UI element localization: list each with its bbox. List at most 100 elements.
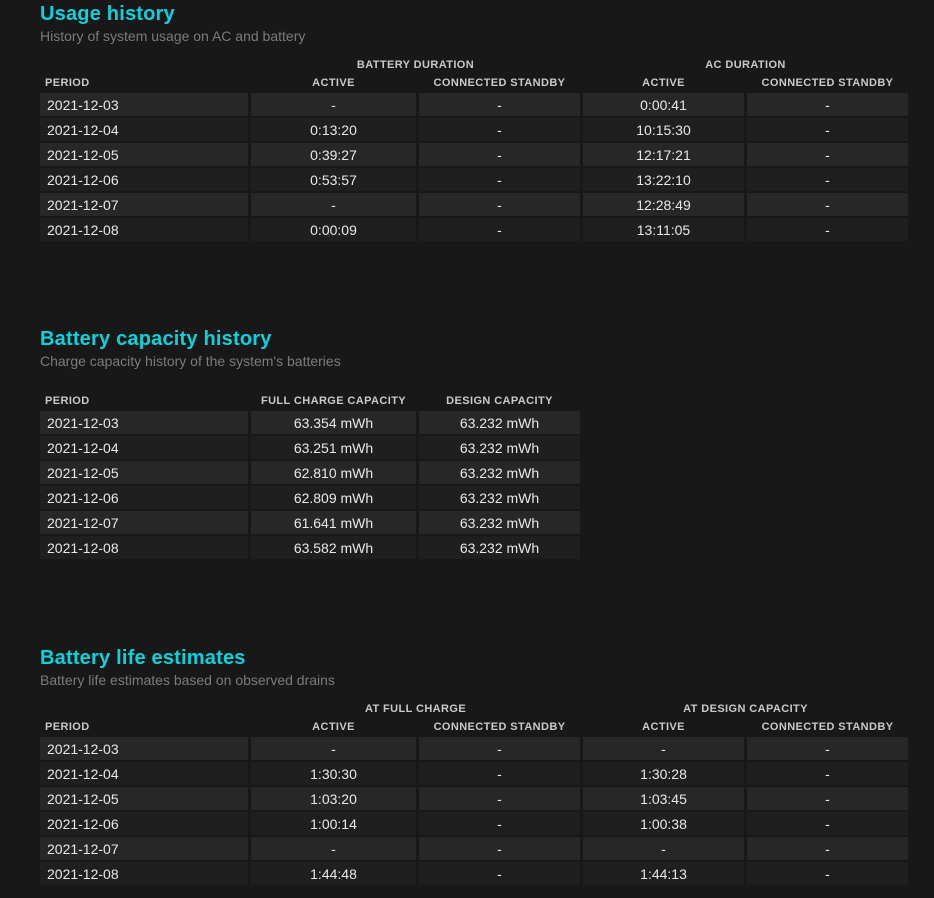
value-cell: - (251, 737, 416, 760)
value-cell: - (583, 837, 745, 860)
period-cell: 2021-12-05 (40, 461, 248, 484)
value-cell: - (419, 93, 580, 116)
period-cell: 2021-12-06 (40, 486, 248, 509)
battery-life-estimates-table-body: 2021-12-03- - - -2021-12-04 1:30:30-1:30:28-… (40, 737, 909, 885)
value-cell: - (747, 168, 908, 191)
table-row: 2021-12-06 0:53:57-13:22:10- (40, 168, 908, 191)
value-cell: - (419, 737, 581, 760)
column-header: CONNECTED STANDBY (433, 77, 566, 89)
value-cell: - (747, 762, 909, 785)
value-cell: - (747, 118, 908, 141)
table-row: 2021-12-08 1:44:48-1:44:13- (40, 862, 909, 885)
value-cell: 63.251 mWh (251, 436, 416, 459)
value-cell: 0:00:09 (251, 218, 416, 241)
table-row: 2021-12-08 0:00:09-13:11:05- (40, 218, 908, 241)
column-header: ACTIVE (642, 77, 685, 89)
table-row: 2021-12-04 63.251 mWh 63.232 mWh (40, 436, 580, 459)
value-cell: 1:44:48 (251, 862, 416, 885)
value-cell: 63.232 mWh (419, 536, 580, 559)
value-cell: - (419, 168, 580, 191)
value-cell: - (419, 118, 580, 141)
value-cell: - (747, 143, 908, 166)
table-row: 2021-12-03- -0:00:41- (40, 93, 908, 116)
battery-life-estimates-subtitle: Battery life estimates based on observed… (40, 672, 335, 688)
battery-capacity-history-table: PERIOD FULL CHARGE CAPACITY DESIGN CAPACIT… (37, 389, 583, 561)
column-header: CONNECTED STANDBY (761, 77, 894, 89)
table-row: 2021-12-05 0:39:27-12:17:21- (40, 143, 908, 166)
value-cell: 0:00:41 (583, 93, 744, 116)
column-header: ACTIVE (642, 721, 685, 733)
value-cell: 1:00:14 (251, 812, 416, 835)
period-cell: 2021-12-07 (40, 837, 248, 860)
value-cell: - (747, 218, 908, 241)
value-cell: 1:30:28 (583, 762, 745, 785)
table-row: 2021-12-06 62.809 mWh 63.232 mWh (40, 486, 580, 509)
column-header-row: PERIOD FULL CHARGE CAPACITY DESIGN CAPACIT… (40, 391, 580, 409)
value-cell: 63.582 mWh (251, 536, 416, 559)
value-cell: 63.232 mWh (419, 461, 580, 484)
period-cell: 2021-12-05 (40, 787, 248, 810)
column-header: DESIGN CAPACITY (446, 395, 553, 407)
usage-history-subtitle: History of system usage on AC and batter… (40, 28, 306, 44)
group-header-label: AT FULL CHARGE (364, 703, 467, 715)
period-cell: 2021-12-06 (40, 168, 248, 191)
value-cell: 1:03:45 (583, 787, 745, 810)
period-cell: 2021-12-05 (40, 143, 248, 166)
period-cell: 2021-12-06 (40, 812, 248, 835)
period-cell: 2021-12-04 (40, 118, 248, 141)
table-row: 2021-12-03 63.354 mWh 63.232 mWh (40, 411, 580, 434)
value-cell: - (419, 812, 581, 835)
period-cell: 2021-12-08 (40, 862, 248, 885)
value-cell: - (419, 787, 581, 810)
value-cell: 62.809 mWh (251, 486, 416, 509)
period-cell: 2021-12-08 (40, 218, 248, 241)
value-cell: - (251, 837, 416, 860)
table-row: 2021-12-05 62.810 mWh 63.232 mWh (40, 461, 580, 484)
table-row: 2021-12-05 1:03:20-1:03:45- (40, 787, 909, 810)
column-header-row: PERIOD ACTIVE CONNECTED STANDBY ACTIVE CONNE… (40, 73, 908, 91)
period-cell: 2021-12-03 (40, 93, 248, 116)
value-cell: 0:39:27 (251, 143, 416, 166)
value-cell: 1:44:13 (583, 862, 745, 885)
usage-history-table-head: BATTERY DURATION AC DURATION PERIOD ACTIVE C… (40, 53, 908, 91)
value-cell: - (583, 737, 745, 760)
value-cell: 12:28:49 (583, 193, 744, 216)
column-header: ACTIVE (312, 721, 355, 733)
value-cell: 10:15:30 (583, 118, 744, 141)
value-cell: - (747, 787, 909, 810)
period-cell: 2021-12-07 (40, 511, 248, 534)
period-cell: 2021-12-03 (40, 737, 248, 760)
battery-capacity-history-title: Battery capacity history (40, 328, 272, 350)
value-cell: - (419, 193, 580, 216)
battery-capacity-history-subtitle: Charge capacity history of the system's … (40, 353, 341, 369)
value-cell: - (419, 862, 581, 885)
group-header-spacer (40, 53, 248, 71)
table-row: 2021-12-07 61.641 mWh 63.232 mWh (40, 511, 580, 534)
value-cell: 0:53:57 (251, 168, 416, 191)
value-cell: - (747, 837, 909, 860)
column-header: PERIOD (45, 395, 90, 407)
value-cell: - (419, 837, 581, 860)
table-row: 2021-12-04 0:13:20-10:15:30- (40, 118, 908, 141)
battery-life-estimates-title: Battery life estimates (40, 647, 246, 669)
period-cell: 2021-12-07 (40, 193, 248, 216)
column-header: ACTIVE (312, 77, 355, 89)
usage-history-table: BATTERY DURATION AC DURATION PERIOD ACTIVE C… (37, 51, 911, 243)
value-cell: 1:03:20 (251, 787, 416, 810)
value-cell: - (419, 143, 580, 166)
value-cell: 63.232 mWh (419, 436, 580, 459)
value-cell: 62.810 mWh (251, 461, 416, 484)
value-cell: - (251, 93, 416, 116)
table-row: 2021-12-03- - - - (40, 737, 909, 760)
column-header: FULL CHARGE CAPACITY (260, 395, 407, 407)
table-row: 2021-12-07- -12:28:49- (40, 193, 908, 216)
value-cell: 63.232 mWh (419, 411, 580, 434)
usage-history-title: Usage history (40, 3, 175, 25)
group-header-row: BATTERY DURATION AC DURATION (40, 53, 908, 71)
value-cell: - (747, 812, 909, 835)
column-header: CONNECTED STANDBY (433, 721, 566, 733)
value-cell: 61.641 mWh (251, 511, 416, 534)
value-cell: - (419, 762, 581, 785)
value-cell: 1:00:38 (583, 812, 745, 835)
